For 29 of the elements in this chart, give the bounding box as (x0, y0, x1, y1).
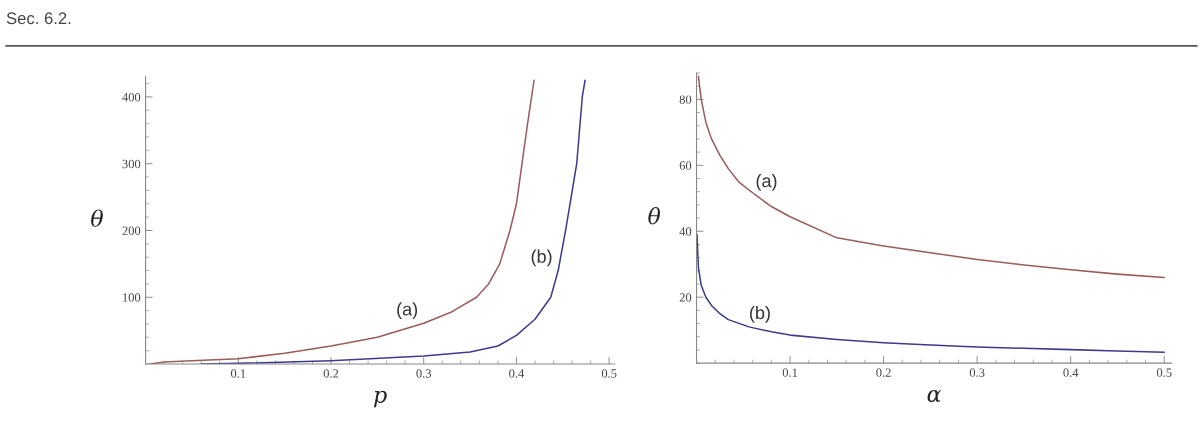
annotation: (b) (531, 249, 552, 267)
x-tick-label: 0.5 (601, 369, 617, 378)
y-axis-title: θ (648, 207, 661, 225)
annotation: (a) (756, 173, 777, 191)
y-tick-label: 100 (123, 293, 141, 302)
y-tick-label: 60 (679, 161, 692, 170)
x-axis-title: α (927, 389, 942, 403)
x-tick-label: 0.5 (1156, 368, 1172, 377)
x-tick-label: 0.4 (1063, 368, 1079, 377)
x-tick-label: 0.1 (230, 369, 246, 378)
x-tick-label: 0.2 (323, 369, 339, 378)
line-series (696, 233, 1166, 354)
x-tick-label: 0.4 (509, 369, 525, 378)
y-tick-label: 300 (122, 159, 141, 169)
y-tick-label: 20 (679, 293, 692, 302)
x-tick-label: 0.3 (969, 368, 985, 377)
x-tick-label: 0.1 (782, 368, 798, 377)
y-tick-label: 80 (679, 95, 692, 104)
x-tick-label: 0.3 (416, 369, 432, 378)
y-tick-label: 200 (122, 226, 141, 235)
y-tick-label: 400 (122, 92, 141, 102)
annotation: (b) (750, 305, 770, 323)
annotation: (a) (397, 302, 418, 320)
y-tick-label: 40 (679, 227, 692, 236)
x-axis-title: p (373, 390, 387, 408)
chart-title: Sec. 6.2. (6, 12, 71, 25)
x-tick-label: 0.2 (876, 368, 891, 377)
y-axis-title: θ (91, 209, 103, 227)
line-series (697, 75, 1166, 279)
